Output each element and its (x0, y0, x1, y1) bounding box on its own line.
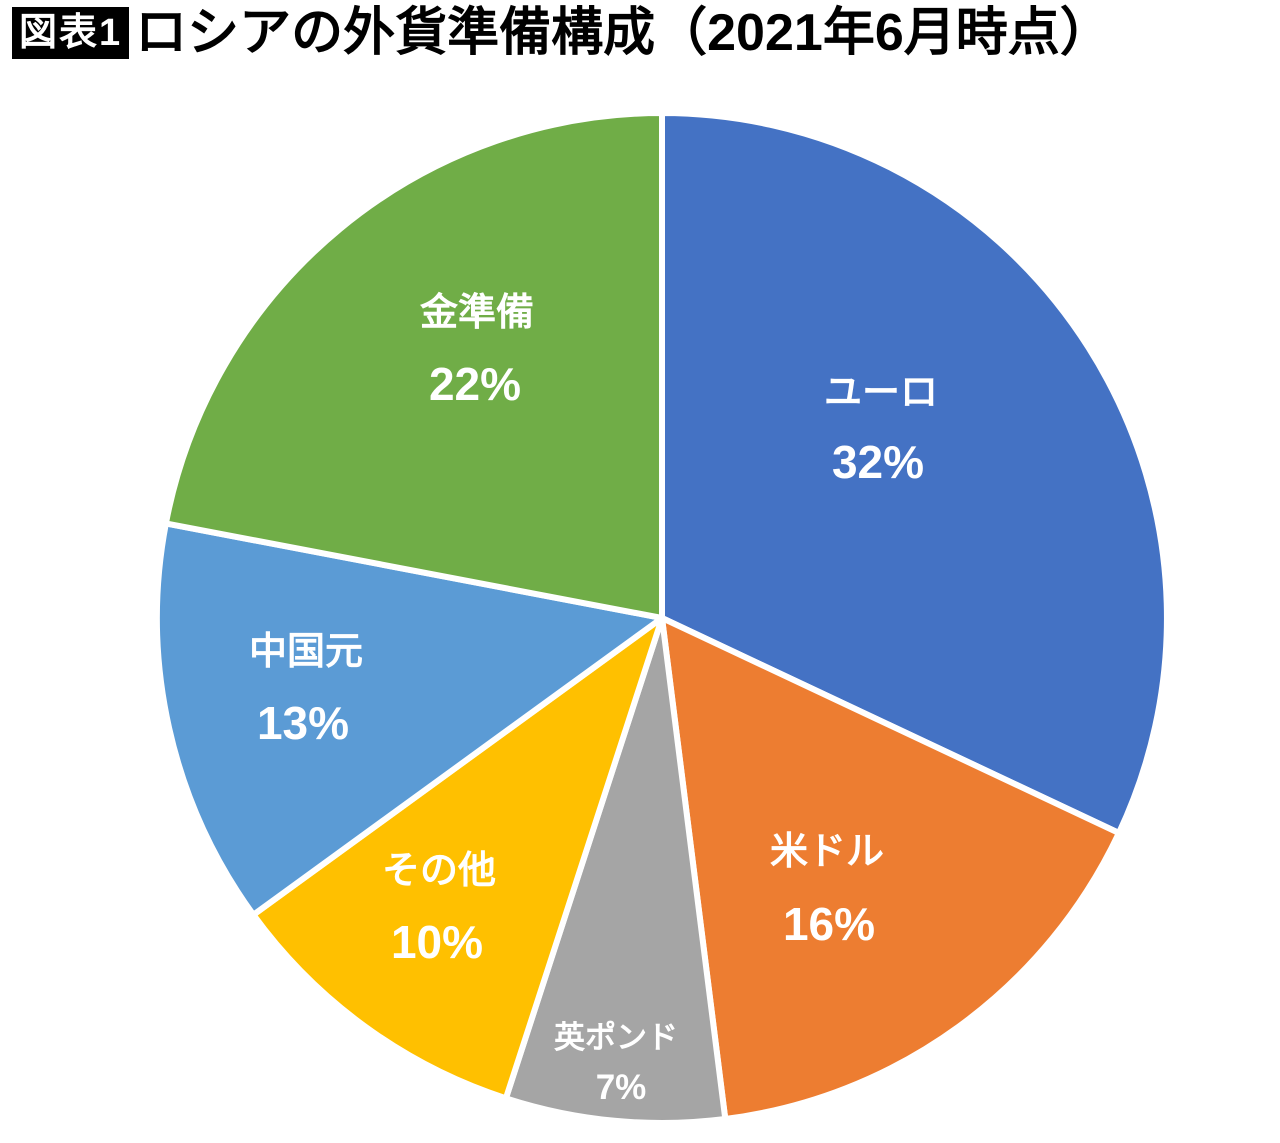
slice-percent-4: 13% (257, 697, 349, 749)
pie-slice-2 (502, 615, 729, 1126)
chart-header: 図表1 ロシアの外貨準備構成（2021年6月時点） (12, 6, 1112, 61)
pie-slice-4 (153, 520, 665, 918)
pie-slice-5 (162, 110, 665, 621)
figure-badge: 図表1 (12, 7, 130, 60)
slice-percent-3: 10% (391, 916, 483, 968)
slice-label-4: 中国元 (249, 631, 363, 673)
slice-label-2: 英ポンド (554, 1020, 678, 1055)
slice-label-0: ユーロ (824, 372, 938, 414)
slice-label-1: 米ドル (770, 831, 884, 873)
slice-percent-5: 22% (429, 358, 521, 410)
slice-percent-0: 32% (832, 436, 924, 488)
slice-percent-2: 7% (596, 1068, 647, 1107)
slice-percent-1: 16% (783, 898, 875, 950)
slice-label-3: その他 (382, 850, 496, 892)
pie-slice-3 (250, 615, 665, 1102)
page-title: ロシアの外貨準備構成（2021年6月時点） (135, 4, 1112, 62)
pie-slice-1 (659, 615, 1122, 1122)
pie-slice-0 (659, 110, 1170, 836)
slice-label-5: 金準備 (419, 291, 534, 334)
